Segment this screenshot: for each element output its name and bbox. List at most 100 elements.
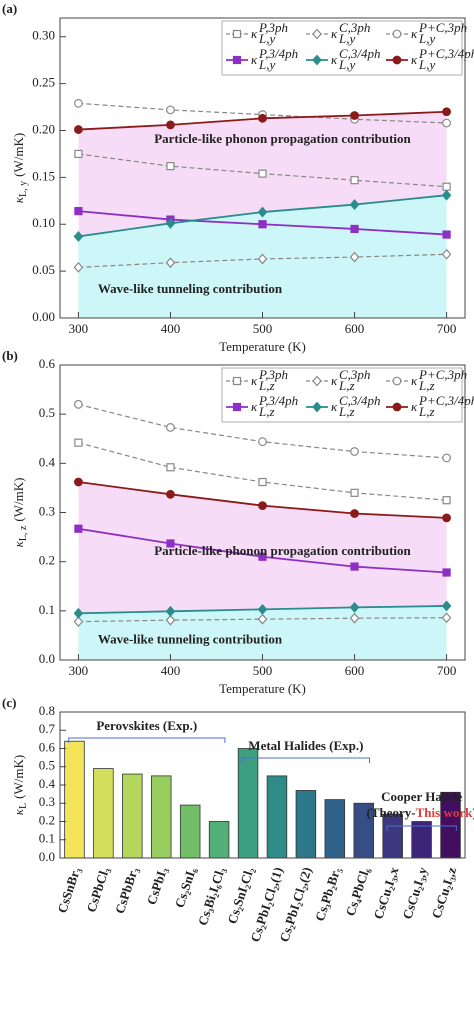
x-tick-label: 500 (253, 663, 273, 678)
marker (258, 552, 267, 561)
group-label: Metal Halides (Exp.) (248, 738, 363, 753)
legend-sub: L,z (258, 404, 275, 419)
legend-sub: L,y (418, 31, 435, 46)
legend-sup: P+C,3/4ph (418, 393, 474, 408)
marker (232, 402, 242, 412)
marker (166, 423, 175, 432)
group-label: Cooper Halide (381, 789, 462, 804)
legend-sup: P,3/4ph (258, 393, 298, 408)
legend-sup: P+C,3ph (418, 20, 467, 35)
marker (165, 217, 176, 229)
marker (258, 169, 267, 178)
legend-symbol: κ (251, 52, 258, 67)
legend-sub: L,y (338, 31, 355, 46)
bar (324, 799, 346, 859)
x-tick-label: 300 (69, 321, 89, 336)
marker (232, 29, 242, 39)
y-tick-label: 0.30 (32, 28, 55, 43)
marker (257, 603, 268, 615)
marker (73, 616, 84, 628)
bar (151, 775, 172, 859)
y-label-sub: L, z (18, 525, 29, 541)
marker (350, 176, 359, 185)
marker (165, 257, 176, 269)
y-label-sub: L (18, 803, 29, 809)
panel-label: (b) (2, 348, 18, 363)
y-tick-label: 0.00 (32, 309, 55, 324)
x-tick-label: CsPbBr₃ (112, 865, 141, 915)
y-tick-label: 0.4 (39, 776, 56, 791)
marker (74, 438, 83, 447)
y-axis-label: κL (W/mK) (11, 755, 29, 815)
marker (350, 111, 359, 120)
bar (179, 804, 201, 859)
bar (266, 775, 288, 859)
marker (349, 601, 360, 613)
y-label-symbol: κ (11, 808, 26, 815)
y-tick-label: 0.6 (39, 739, 56, 754)
marker (442, 230, 451, 239)
panel-label: (a) (2, 1, 17, 16)
panel-label: (c) (2, 695, 16, 710)
y-tick-label: 0.05 (32, 262, 55, 277)
marker (441, 189, 452, 201)
annotation-part: This work (416, 805, 473, 820)
y-tick-label: 0.6 (39, 356, 56, 371)
y-tick-label: 0.5 (39, 758, 55, 773)
y-tick-label: 0.1 (39, 831, 55, 846)
marker (350, 562, 359, 571)
annotation: Particle-like phonon propagation contrib… (154, 131, 411, 146)
marker (392, 55, 402, 65)
marker (442, 453, 451, 463)
legend-sup: C,3/4ph (339, 46, 381, 61)
y-tick-label: 0.20 (32, 121, 55, 136)
marker (166, 105, 175, 115)
y-tick-label: 0.15 (32, 168, 55, 183)
bar (295, 790, 317, 859)
bar (411, 821, 432, 859)
marker (74, 98, 83, 108)
x-tick-label: 400 (161, 321, 181, 336)
marker (166, 489, 175, 499)
marker (312, 401, 322, 413)
y-tick-label: 0.0 (39, 849, 55, 864)
legend-sub: L,z (258, 378, 275, 393)
x-tick-label: CsCu₂I₃,z (429, 865, 460, 920)
group-bracket (241, 757, 371, 763)
annotation-part: (Theory- (367, 805, 416, 820)
y-tick-label: 0.2 (39, 812, 55, 827)
bar (64, 740, 85, 859)
x-tick-label: 600 (345, 321, 365, 336)
marker (74, 399, 83, 409)
x-axis-label: Temperature (K) (219, 681, 306, 696)
plot-frame (59, 364, 466, 661)
annotation: Wave-like tunneling contribution (98, 281, 283, 296)
y-tick-label: 0.2 (39, 553, 55, 568)
marker (350, 488, 359, 497)
bar (122, 773, 143, 859)
bar (208, 821, 230, 859)
x-tick-label: Cs₃Pb₂Br₅ (312, 865, 344, 923)
marker (257, 253, 268, 265)
legend-sub: L,y (258, 31, 275, 46)
marker (441, 248, 452, 260)
legend-sub: L,z (338, 378, 355, 393)
marker (166, 120, 175, 130)
marker (232, 376, 242, 386)
marker (350, 224, 359, 234)
x-tick-label: Cs₂SnI₂Cl₂ (224, 865, 256, 926)
y-label-unit: (W/mK) (11, 133, 26, 177)
legend-sub: L,z (418, 378, 435, 393)
marker (350, 509, 359, 518)
marker (74, 125, 83, 134)
marker (441, 600, 452, 612)
y-label-unit: (W/mK) (11, 755, 26, 799)
y-tick-label: 0.3 (39, 794, 55, 809)
legend-sup: C,3ph (339, 20, 370, 35)
marker (442, 513, 451, 523)
y-label-sub: L, y (18, 181, 29, 197)
marker (257, 613, 268, 625)
x-tick-label: CsPbI₃ (144, 865, 170, 906)
marker (257, 206, 268, 218)
legend-symbol: κ (411, 52, 418, 67)
